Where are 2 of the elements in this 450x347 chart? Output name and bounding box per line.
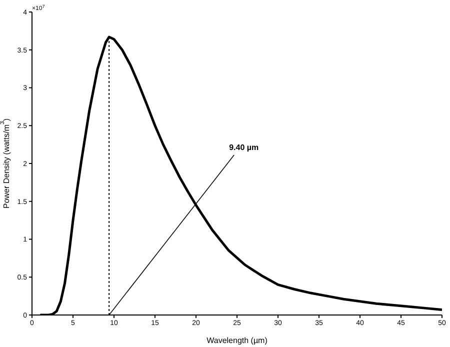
annotation: 9.40 µm [229, 143, 259, 152]
x-axis-title: Wavelength (µm) [206, 336, 268, 345]
